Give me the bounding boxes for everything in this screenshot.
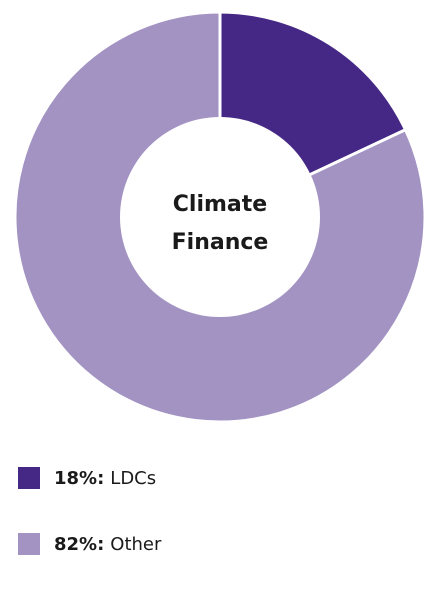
legend: 18%: LDCs 82%: Other: [18, 466, 161, 598]
legend-value-other: 82%:: [54, 533, 105, 555]
legend-item-ldcs: 18%: LDCs: [18, 466, 161, 490]
legend-value-ldcs: 18%:: [54, 467, 105, 489]
center-label-line-1: Climate: [173, 192, 267, 217]
legend-swatch-ldcs: [18, 467, 40, 489]
legend-item-other: 82%: Other: [18, 532, 161, 556]
donut-hole: [120, 117, 320, 317]
donut-chart: Climate Finance: [13, 10, 426, 424]
legend-label-other: Other: [110, 533, 162, 555]
legend-label-ldcs: LDCs: [110, 467, 157, 489]
legend-swatch-other: [18, 533, 40, 555]
center-label-line-2: Finance: [172, 230, 269, 255]
